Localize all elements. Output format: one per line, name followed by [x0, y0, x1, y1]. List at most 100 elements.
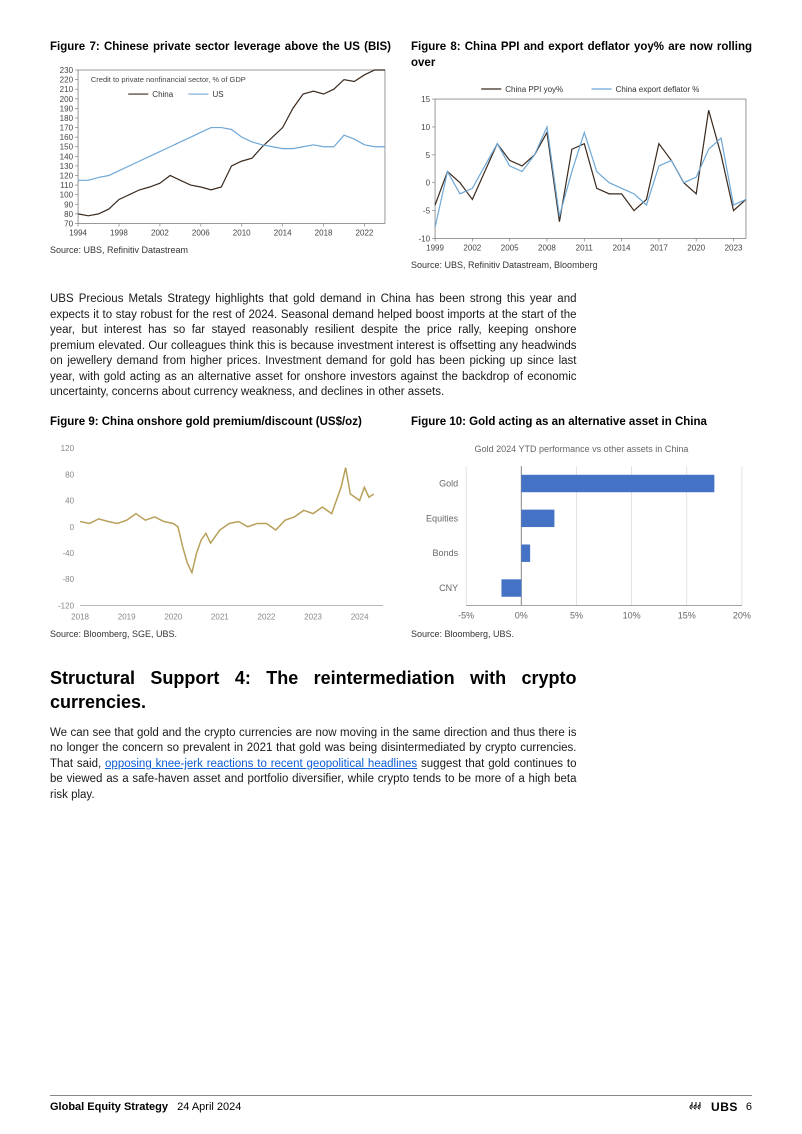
svg-text:40: 40: [65, 497, 74, 506]
svg-text:10: 10: [421, 123, 430, 132]
svg-text:Credit to private nonfinancial: Credit to private nonfinancial sector, %…: [91, 75, 246, 84]
svg-text:2005: 2005: [501, 244, 519, 253]
svg-text:1999: 1999: [426, 244, 444, 253]
svg-text:100: 100: [60, 190, 74, 199]
footer-right: UBS 6: [689, 1100, 752, 1114]
figure-8-source: Source: UBS, Refinitiv Datastream, Bloom…: [411, 260, 752, 270]
svg-text:2021: 2021: [211, 613, 229, 622]
svg-text:70: 70: [64, 219, 73, 228]
svg-text:0: 0: [70, 523, 75, 532]
svg-text:2020: 2020: [164, 613, 182, 622]
svg-text:15%: 15%: [678, 611, 696, 621]
svg-text:2023: 2023: [304, 613, 322, 622]
svg-text:2014: 2014: [274, 228, 292, 237]
body-paragraph-1: UBS Precious Metals Strategy highlights …: [50, 292, 577, 401]
svg-text:-10: -10: [418, 234, 430, 243]
svg-text:230: 230: [60, 66, 74, 75]
svg-text:80: 80: [64, 209, 73, 218]
svg-text:2018: 2018: [315, 228, 333, 237]
svg-text:130: 130: [60, 161, 74, 170]
svg-text:2002: 2002: [151, 228, 169, 237]
figure-8-chart: -10 -5 0 5 10 15 1999 2002 2005 2008 2011 2014 2017 2…: [411, 79, 752, 254]
figure-9-source: Source: Bloomberg, SGE, UBS.: [50, 629, 391, 639]
svg-text:150: 150: [60, 142, 74, 151]
svg-text:120: 120: [61, 444, 75, 453]
svg-text:160: 160: [60, 133, 74, 142]
svg-text:-80: -80: [62, 575, 74, 584]
figure-10-title: Figure 10: Gold acting as an alternative…: [411, 415, 752, 431]
svg-text:2006: 2006: [192, 228, 210, 237]
svg-text:90: 90: [64, 200, 73, 209]
svg-text:CNY: CNY: [439, 583, 458, 593]
figure-9-chart: -120 -80 -40 0 40 80 120 2018 2019 2020 2021 2022 20…: [50, 438, 391, 623]
body-paragraph-2: We can see that gold and the crypto curr…: [50, 726, 577, 804]
figure-10-source: Source: Bloomberg, UBS.: [411, 629, 752, 639]
svg-text:10%: 10%: [623, 611, 641, 621]
svg-text:-120: -120: [58, 602, 75, 611]
svg-text:2011: 2011: [576, 244, 594, 253]
svg-text:120: 120: [60, 171, 74, 180]
svg-text:220: 220: [60, 75, 74, 84]
svg-text:210: 210: [60, 85, 74, 94]
svg-text:2010: 2010: [233, 228, 251, 237]
figure-8: Figure 8: China PPI and export deflator …: [411, 40, 752, 270]
figure-7-source: Source: UBS, Refinitiv Datastream: [50, 245, 391, 255]
svg-text:5: 5: [426, 151, 431, 160]
svg-text:2002: 2002: [463, 244, 481, 253]
figure-7: Figure 7: Chinese private sector leverag…: [50, 40, 391, 270]
svg-text:140: 140: [60, 152, 74, 161]
svg-text:Equities: Equities: [426, 514, 459, 524]
svg-text:190: 190: [60, 104, 74, 113]
svg-text:China PPI yoy%: China PPI yoy%: [505, 85, 563, 94]
svg-text:1998: 1998: [110, 228, 128, 237]
figure-8-title: Figure 8: China PPI and export deflator …: [411, 40, 752, 71]
svg-text:China export deflator %: China export deflator %: [616, 85, 700, 94]
figure-10-chart: Gold 2024 YTD performance vs other asset…: [411, 438, 752, 623]
svg-text:15: 15: [421, 95, 430, 104]
svg-text:2024: 2024: [351, 613, 369, 622]
svg-text:0: 0: [426, 179, 431, 188]
svg-text:Gold 2024 YTD performance vs o: Gold 2024 YTD performance vs other asset…: [475, 444, 690, 454]
svg-text:2017: 2017: [650, 244, 668, 253]
svg-text:200: 200: [60, 94, 74, 103]
figure-7-title: Figure 7: Chinese private sector leverag…: [50, 40, 391, 56]
svg-text:2023: 2023: [725, 244, 743, 253]
figure-7-chart: 7080901001101201301401501601701801902002…: [50, 64, 391, 239]
svg-text:China: China: [152, 90, 173, 99]
svg-text:2019: 2019: [118, 613, 136, 622]
footer-date: 24 April 2024: [177, 1101, 241, 1113]
geopolitical-link[interactable]: opposing knee-jerk reactions to recent g…: [105, 758, 417, 770]
svg-text:0%: 0%: [515, 611, 528, 621]
svg-text:110: 110: [60, 181, 73, 190]
svg-text:2014: 2014: [613, 244, 631, 253]
figure-9-title: Figure 9: China onshore gold premium/dis…: [50, 415, 391, 431]
svg-text:2022: 2022: [356, 228, 374, 237]
svg-text:-40: -40: [62, 549, 74, 558]
svg-text:2022: 2022: [258, 613, 276, 622]
figure-9: Figure 9: China onshore gold premium/dis…: [50, 415, 391, 640]
svg-text:Bonds: Bonds: [433, 548, 459, 558]
svg-text:2008: 2008: [538, 244, 556, 253]
figure-10: Figure 10: Gold acting as an alternative…: [411, 415, 752, 640]
page-number: 6: [746, 1101, 752, 1113]
footer-left: Global Equity Strategy 24 April 2024: [50, 1101, 241, 1113]
svg-text:180: 180: [60, 113, 74, 122]
svg-text:170: 170: [60, 123, 74, 132]
ubs-keys-icon: [689, 1100, 703, 1114]
svg-text:20%: 20%: [733, 611, 751, 621]
footer-title: Global Equity Strategy: [50, 1101, 168, 1113]
svg-text:2020: 2020: [687, 244, 705, 253]
svg-text:-5: -5: [423, 207, 431, 216]
svg-text:US: US: [212, 90, 223, 99]
svg-text:Gold: Gold: [439, 479, 458, 489]
figure-row-2: Figure 9: China onshore gold premium/dis…: [50, 415, 752, 640]
svg-text:-5%: -5%: [458, 611, 474, 621]
figure-row-1: Figure 7: Chinese private sector leverag…: [50, 40, 752, 270]
svg-text:80: 80: [65, 470, 74, 479]
svg-text:1994: 1994: [69, 228, 87, 237]
section-title: Structural Support 4: The reintermediati…: [50, 667, 577, 714]
page-footer: Global Equity Strategy 24 April 2024 UBS…: [50, 1095, 752, 1114]
svg-text:2018: 2018: [71, 613, 89, 622]
ubs-logo: UBS: [711, 1100, 738, 1114]
svg-text:5%: 5%: [570, 611, 583, 621]
